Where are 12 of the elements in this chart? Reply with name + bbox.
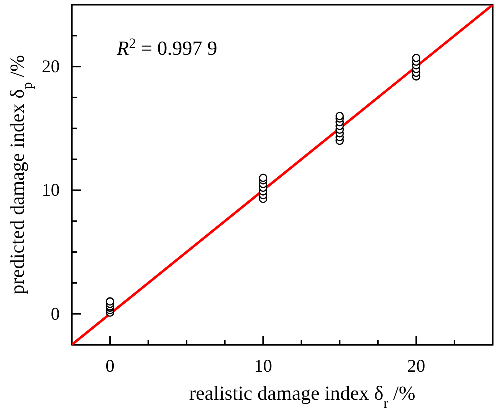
x-tick-label: 10 <box>254 356 272 376</box>
x-axis-title: realistic damage index δ$_{r}$ /% <box>189 383 416 408</box>
x-tick-label: 0 <box>106 356 115 376</box>
annotation: R$^{2}$ = 0.997 9 <box>116 36 218 60</box>
point <box>336 112 344 120</box>
point <box>106 298 114 306</box>
x-tick-label: 20 <box>407 356 426 376</box>
y-tick-label: 20 <box>42 56 60 77</box>
y-tick-label: 10 <box>42 180 60 200</box>
y-tick-label: 0 <box>51 304 60 324</box>
point <box>412 54 421 62</box>
point <box>259 174 268 182</box>
